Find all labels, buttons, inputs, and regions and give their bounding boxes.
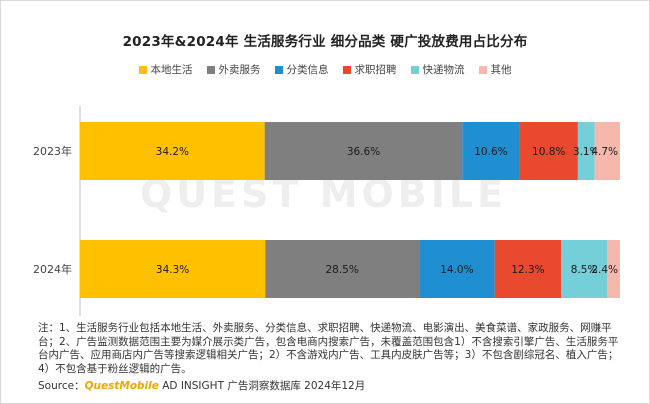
data-label: 8.5% <box>571 264 598 276</box>
source-brand: QuestMobile <box>84 380 159 392</box>
legend-swatch <box>478 65 487 74</box>
legend-item: 本地生活 <box>138 62 193 77</box>
bar-segment <box>561 240 608 298</box>
source-rest: AD INSIGHT 广告洞察数据库 2024年12月 <box>158 380 366 392</box>
source-prefix: Source： <box>38 380 85 392</box>
bar-segment <box>494 240 562 298</box>
legend-item: 外卖服务 <box>206 62 261 77</box>
bar-segment <box>462 122 520 180</box>
data-label: 10.6% <box>474 146 507 158</box>
legend-label: 分类信息 <box>286 64 329 76</box>
bar-segment <box>519 122 578 180</box>
chart-title: 2023年&2024年 生活服务行业 细分品类 硬广投放费用占比分布 <box>122 34 528 50</box>
legend-swatch <box>138 65 147 74</box>
bar-segment <box>264 122 463 180</box>
data-label: 14.0% <box>440 264 473 276</box>
legend-swatch <box>206 65 215 74</box>
bar-segment <box>80 122 265 180</box>
category-label: 2024年 <box>33 262 72 276</box>
footnote: 注：1、生活服务行业包括本地生活、外卖服务、分类信息、求职招聘、快递物流、电影演… <box>38 322 619 375</box>
source-line: Source：QuestMobile AD INSIGHT 广告洞察数据库 20… <box>38 378 365 393</box>
bar-segment <box>265 240 420 298</box>
data-label: 4.7% <box>591 146 618 158</box>
data-label: 34.2% <box>156 146 189 158</box>
legend-swatch <box>274 65 283 74</box>
legend-swatch <box>410 65 419 74</box>
data-label: 34.3% <box>156 264 189 276</box>
legend-item: 求职招聘 <box>342 62 397 77</box>
data-label: 36.6% <box>347 146 380 158</box>
chart-legend: 本地生活 外卖服务 分类信息 求职招聘 快递物流 其他 <box>0 62 650 77</box>
data-label: 28.5% <box>325 264 358 276</box>
legend-label: 快递物流 <box>422 64 465 76</box>
legend-label: 外卖服务 <box>218 64 261 76</box>
bar-segment <box>80 240 266 298</box>
data-label: 10.8% <box>532 146 565 158</box>
legend-label: 本地生活 <box>150 64 193 76</box>
bar-segment <box>419 240 495 298</box>
bar-segment <box>577 122 595 180</box>
legend-label: 其他 <box>490 64 512 76</box>
bar-segment <box>594 122 620 180</box>
legend-swatch <box>342 65 351 74</box>
category-label: 2023年 <box>33 144 72 158</box>
data-label: 2.4% <box>591 264 618 276</box>
bar-segment <box>607 240 620 298</box>
legend-item: 分类信息 <box>274 62 329 77</box>
legend-item: 快递物流 <box>410 62 465 77</box>
data-label: 12.3% <box>511 264 544 276</box>
data-label: 3.1% <box>573 146 600 158</box>
legend-label: 求职招聘 <box>354 64 397 76</box>
legend-item: 其他 <box>478 62 512 77</box>
